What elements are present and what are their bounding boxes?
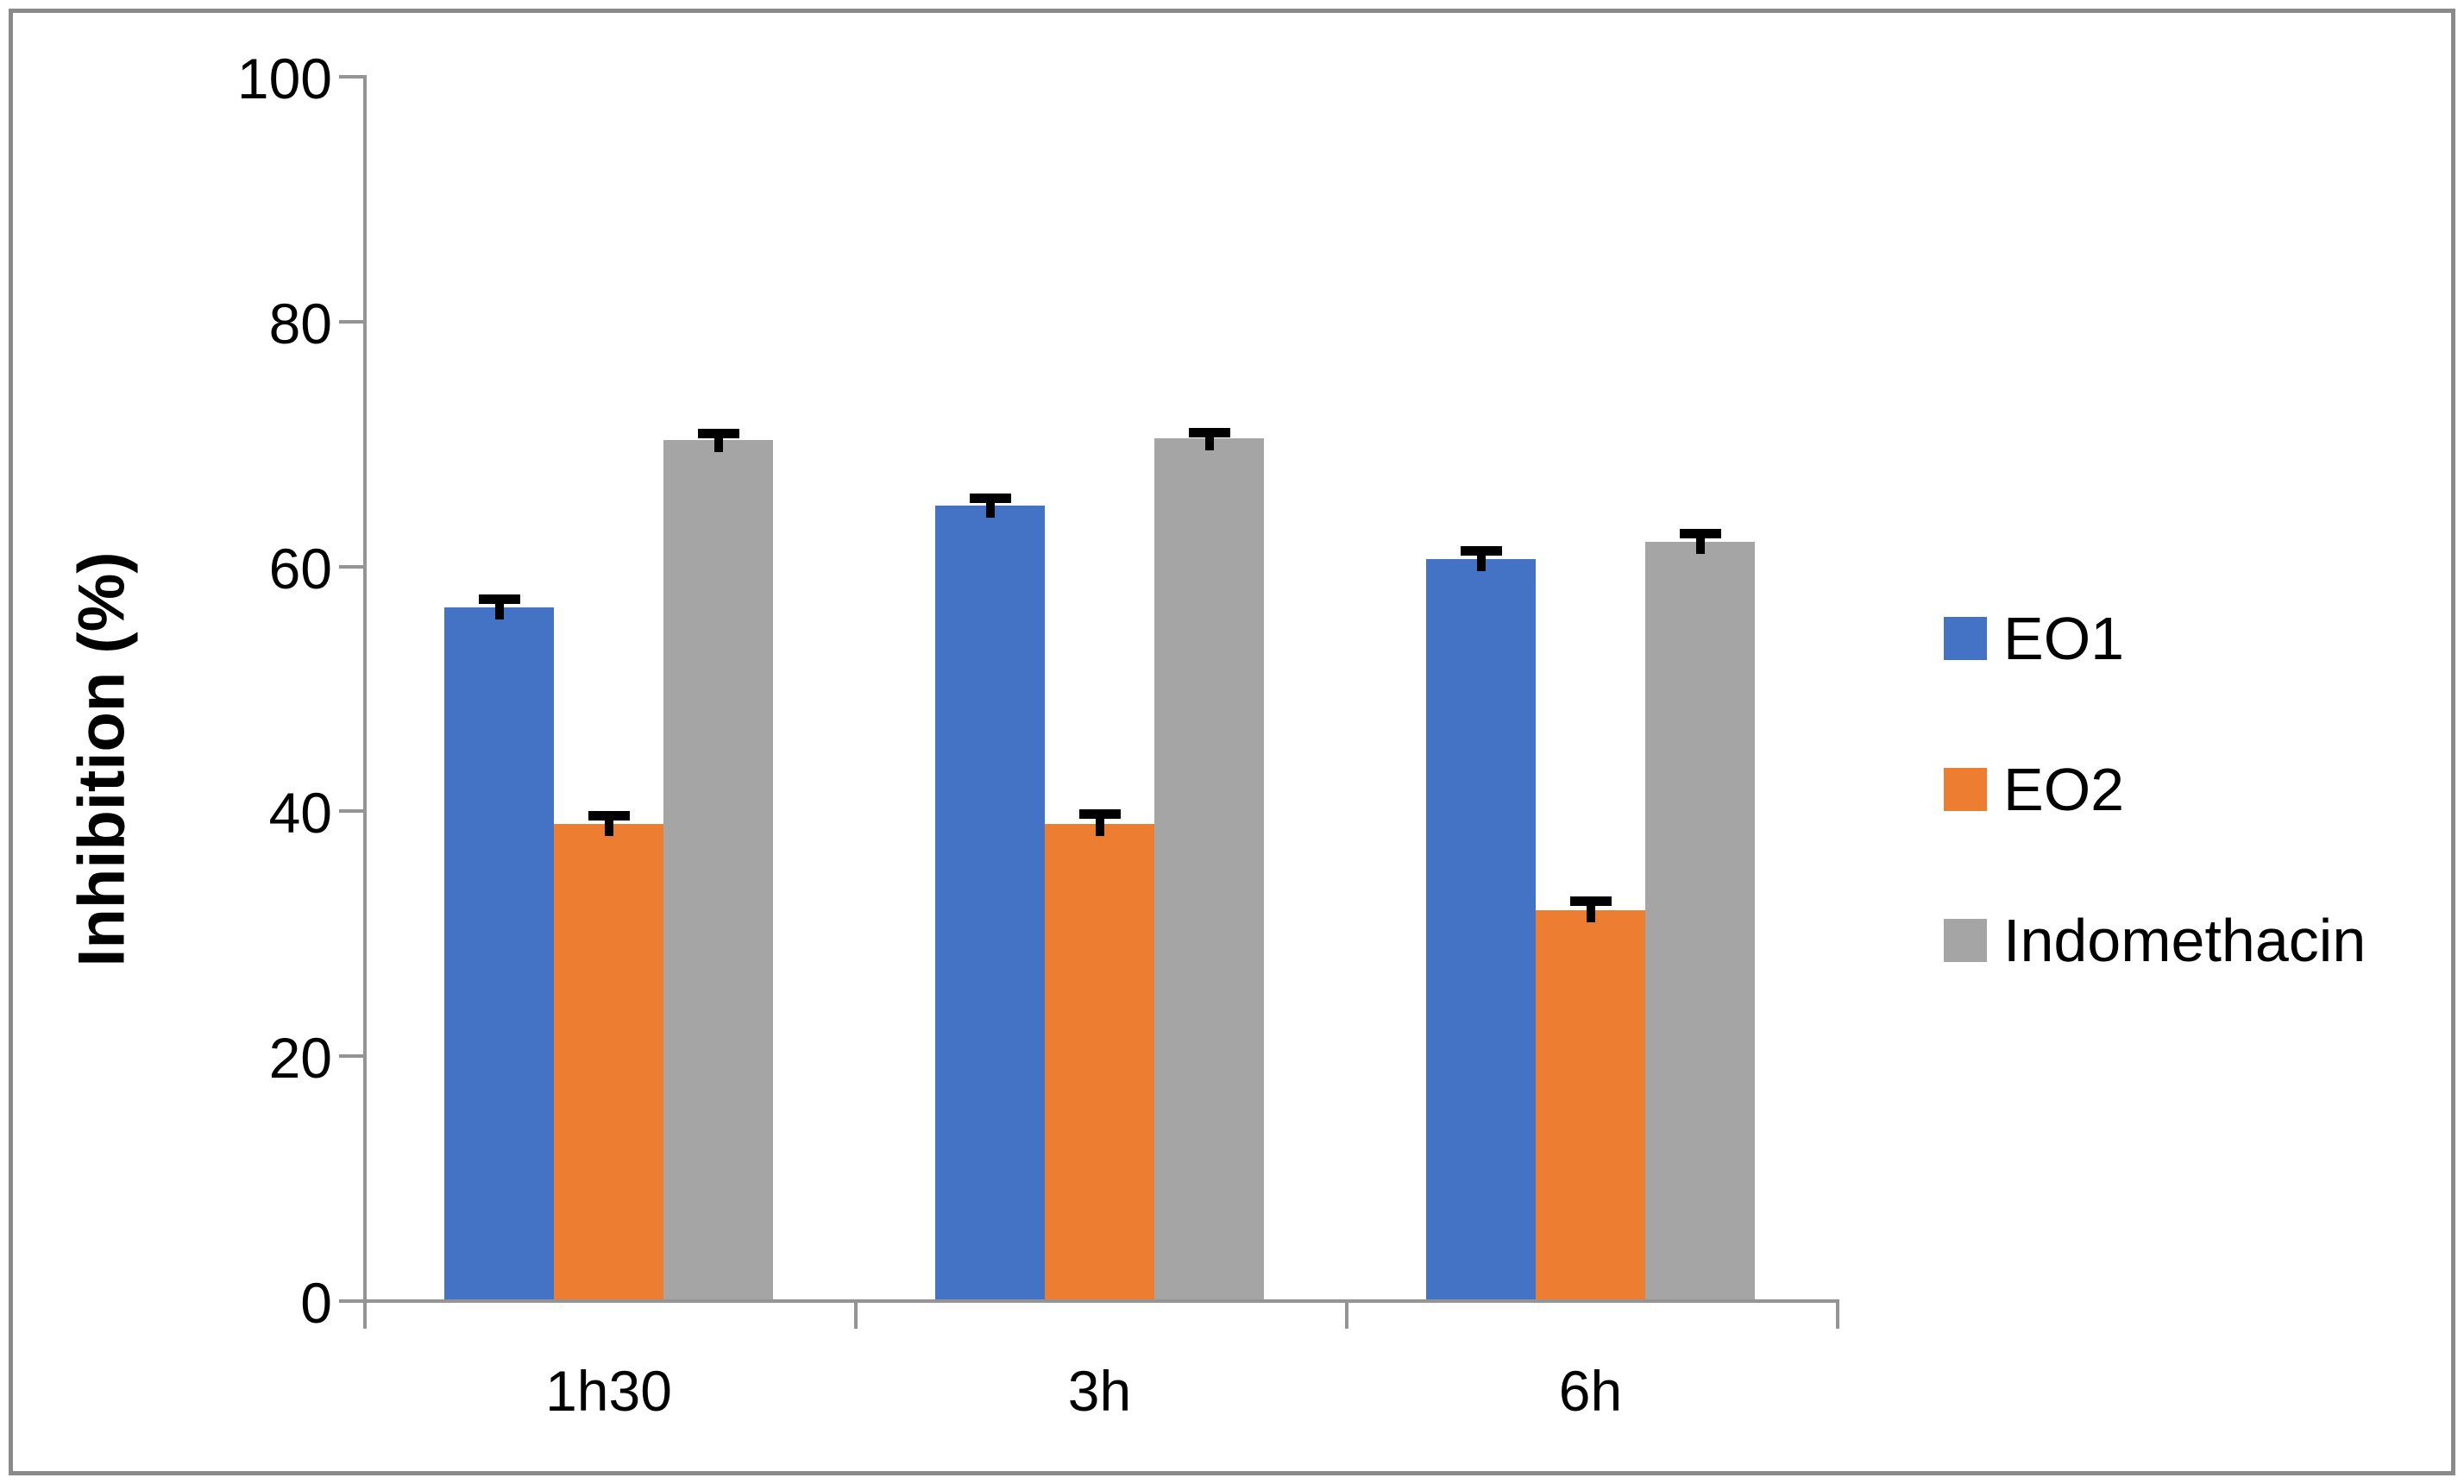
legend-label-eo2: EO2 bbox=[2003, 756, 2125, 823]
y-tick-label: 80 bbox=[268, 291, 332, 355]
x-axis-tick bbox=[854, 1303, 858, 1329]
x-axis-line bbox=[363, 1299, 1839, 1303]
x-axis-tick bbox=[1836, 1303, 1839, 1329]
error-bar-cap bbox=[588, 810, 630, 821]
error-bar-cap bbox=[1078, 809, 1121, 820]
y-tick-label: 100 bbox=[236, 47, 332, 110]
y-tick-label: 60 bbox=[268, 536, 332, 601]
bar-eo2-3h bbox=[1045, 824, 1154, 1299]
error-bar-cap bbox=[478, 594, 520, 604]
x-axis-tick bbox=[363, 1303, 367, 1329]
y-axis-tick bbox=[339, 75, 363, 79]
y-axis-tick bbox=[339, 319, 363, 324]
bar-eo1-3h bbox=[935, 506, 1045, 1299]
error-bar-cap bbox=[1188, 427, 1230, 437]
y-tick-label: 40 bbox=[268, 781, 332, 846]
error-bar-stem bbox=[494, 594, 504, 620]
error-bar-stem bbox=[713, 429, 723, 452]
error-bar-stem bbox=[604, 810, 613, 837]
error-bar-stem bbox=[1095, 809, 1104, 837]
bar-indomethacin-1h30 bbox=[663, 439, 773, 1299]
bar-indomethacin-3h bbox=[1154, 438, 1264, 1299]
x-tick-label: 3h bbox=[1067, 1359, 1132, 1423]
error-bar-stem bbox=[1476, 546, 1486, 571]
y-axis-tick bbox=[339, 1299, 363, 1303]
error-bar-stem bbox=[985, 494, 995, 519]
y-tick-label: 20 bbox=[268, 1026, 332, 1091]
y-axis-tick bbox=[339, 564, 363, 569]
error-bar-cap bbox=[1679, 529, 1721, 539]
y-axis-tick bbox=[339, 809, 363, 814]
bar-eo1-6h bbox=[1426, 558, 1536, 1299]
error-bar-cap bbox=[697, 429, 739, 439]
x-tick-label: 6h bbox=[1558, 1359, 1623, 1423]
bar-eo2-1h30 bbox=[554, 824, 663, 1299]
y-axis-tick bbox=[339, 1054, 363, 1059]
y-tick-label: 0 bbox=[300, 1271, 332, 1335]
bar-indomethacin-6h bbox=[1645, 541, 1755, 1299]
legend-swatch-eo2 bbox=[1944, 768, 1987, 811]
error-bar-cap bbox=[969, 494, 1011, 504]
y-axis-line bbox=[363, 75, 367, 1303]
x-tick-label: 1h30 bbox=[545, 1359, 672, 1423]
legend-label-indomethacin: Indomethacin bbox=[2003, 907, 2367, 974]
legend-swatch-indomethacin bbox=[1944, 919, 1987, 962]
legend-label-eo1: EO1 bbox=[2003, 605, 2125, 672]
bar-eo2-6h bbox=[1536, 909, 1645, 1299]
error-bar-cap bbox=[1569, 896, 1612, 907]
error-bar-cap bbox=[1460, 546, 1502, 556]
legend-swatch-eo1 bbox=[1944, 617, 1987, 660]
x-axis-tick bbox=[1345, 1303, 1348, 1329]
error-bar-stem bbox=[1586, 896, 1595, 922]
error-bar-stem bbox=[1204, 427, 1214, 451]
y-axis-title: Inhibition (%) bbox=[65, 551, 139, 967]
bar-eo1-1h30 bbox=[444, 607, 554, 1299]
error-bar-stem bbox=[1695, 529, 1705, 554]
